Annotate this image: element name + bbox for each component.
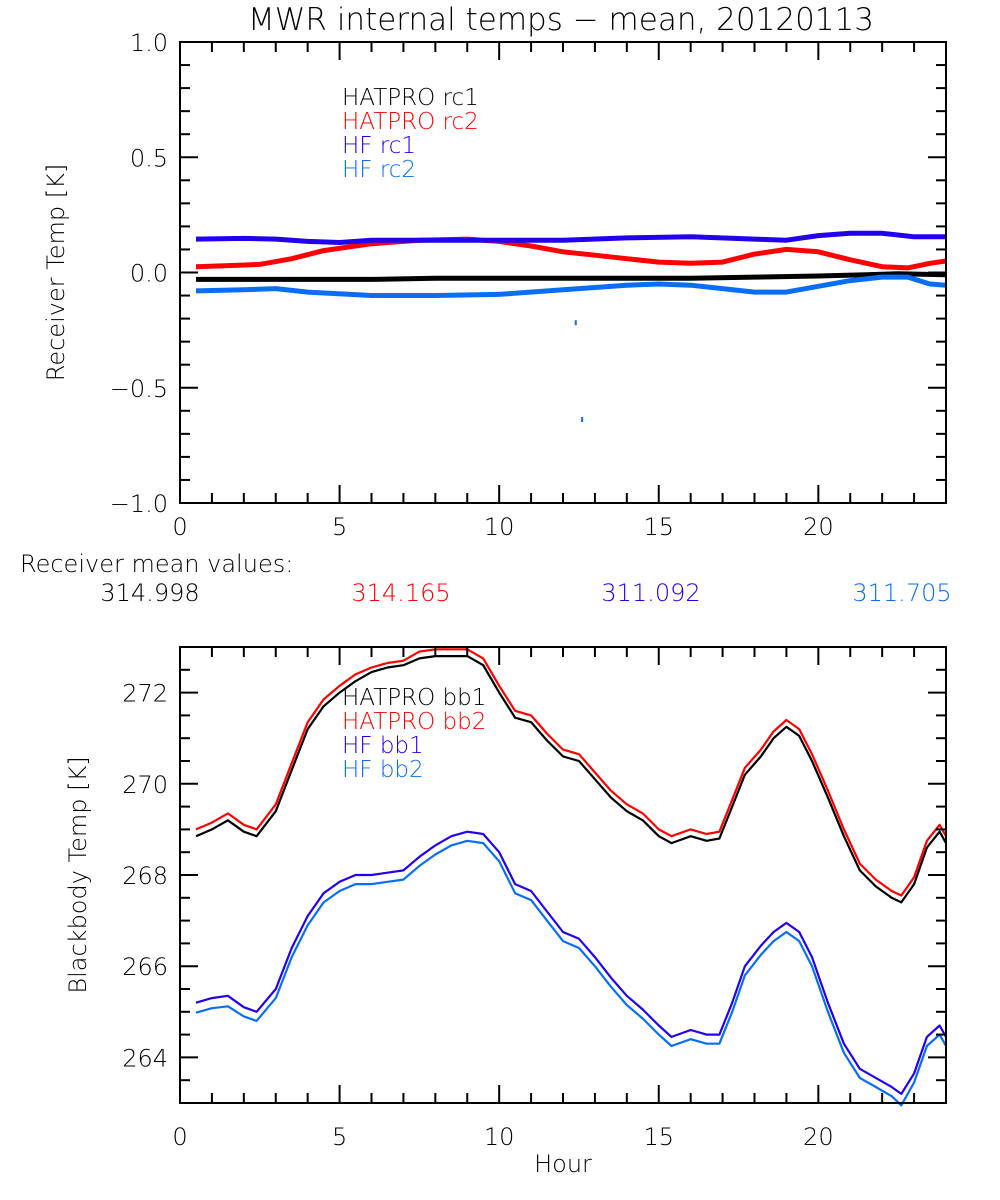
series-line-hf-rc1 xyxy=(195,230,946,245)
outlier-point xyxy=(581,417,584,423)
legend-item-hatpro-bb2: HATPRO bb2 xyxy=(342,709,486,735)
x-tick-label: 5 xyxy=(332,513,347,541)
y-tick-label: 266 xyxy=(122,953,168,981)
receiver-tick-labels: 0 5 10 15 20 1.0 0.5 0.0 −0.5 −1.0 xyxy=(110,29,834,541)
blackbody-axis-ticks xyxy=(179,646,947,1104)
series-line-hatpro-bb1 xyxy=(195,654,947,904)
series-line-hf-bb2 xyxy=(195,839,947,1107)
receiver-plot-frame xyxy=(179,41,947,504)
x-tick-label: 20 xyxy=(803,1123,834,1151)
receiver-y-axis-label: Receiver Temp [K] xyxy=(42,164,70,382)
series-line-hf-rc2 xyxy=(195,274,947,298)
x-tick-label: 5 xyxy=(332,1123,347,1151)
x-tick-label: 10 xyxy=(484,513,515,541)
blackbody-x-axis-label: Hour xyxy=(534,1150,592,1178)
legend-item-hf-bb1: HF bb1 xyxy=(342,733,424,759)
y-tick-label: 264 xyxy=(122,1044,168,1072)
y-tick-label: 0.0 xyxy=(130,260,168,288)
receiver-axis-ticks xyxy=(179,41,947,504)
x-tick-label: 20 xyxy=(803,513,834,541)
y-tick-label: 1.0 xyxy=(130,29,168,57)
receiver-series-layer xyxy=(195,230,947,423)
x-tick-label: 15 xyxy=(643,513,674,541)
x-tick-label: 0 xyxy=(172,513,187,541)
legend-item-hatpro-rc1: HATPRO rc1 xyxy=(342,85,479,111)
mean-value-hf-rc2: 311.705 xyxy=(852,579,951,607)
series-line-hatpro-bb2 xyxy=(195,648,947,897)
x-tick-label: 10 xyxy=(484,1123,515,1151)
mean-value-hatpro-rc1: 314.998 xyxy=(100,579,199,607)
blackbody-tick-labels: 0 5 10 15 20 264 266 268 270 272 xyxy=(122,680,833,1151)
blackbody-series-layer xyxy=(195,648,947,1107)
receiver-mean-values: Receiver mean values: 314.998 314.165 31… xyxy=(20,550,952,607)
receiver-temp-plot: 0 5 10 15 20 1.0 0.5 0.0 −0.5 −1.0 Receiver Temp … xyxy=(42,29,947,541)
mean-value-hf-rc1: 311.092 xyxy=(601,579,700,607)
figure-title: MWR internal temps − mean, 20120113 xyxy=(248,2,874,38)
blackbody-plot-frame xyxy=(179,646,947,1104)
x-tick-label: 15 xyxy=(643,1123,674,1151)
blackbody-y-axis-label: Blackbody Temp [K] xyxy=(64,756,92,993)
legend-item-hf-rc2: HF rc2 xyxy=(342,157,416,183)
y-tick-label: 268 xyxy=(122,862,168,890)
outlier-point xyxy=(574,320,577,326)
series-line-hatpro-rc1 xyxy=(196,271,947,282)
legend-item-hf-bb2: HF bb2 xyxy=(342,757,424,783)
y-tick-label: 270 xyxy=(122,771,168,799)
legend-item-hf-rc1: HF rc1 xyxy=(342,133,416,159)
y-tick-label: 0.5 xyxy=(130,144,168,172)
blackbody-temp-plot: 0 5 10 15 20 264 266 268 270 272 Blackbody Temp [… xyxy=(64,646,947,1178)
y-tick-label: −0.5 xyxy=(110,375,168,403)
y-tick-label: 272 xyxy=(122,680,168,708)
series-line-hatpro-rc2 xyxy=(195,236,947,271)
mean-value-hatpro-rc2: 314.165 xyxy=(351,579,450,607)
y-tick-label: −1.0 xyxy=(110,490,168,518)
receiver-mean-label: Receiver mean values: xyxy=(20,550,293,578)
series-line-hf-bb1 xyxy=(195,830,947,1096)
legend-item-hatpro-rc2: HATPRO rc2 xyxy=(342,109,479,135)
x-tick-label: 0 xyxy=(172,1123,187,1151)
legend-item-hatpro-bb1: HATPRO bb1 xyxy=(342,685,486,711)
